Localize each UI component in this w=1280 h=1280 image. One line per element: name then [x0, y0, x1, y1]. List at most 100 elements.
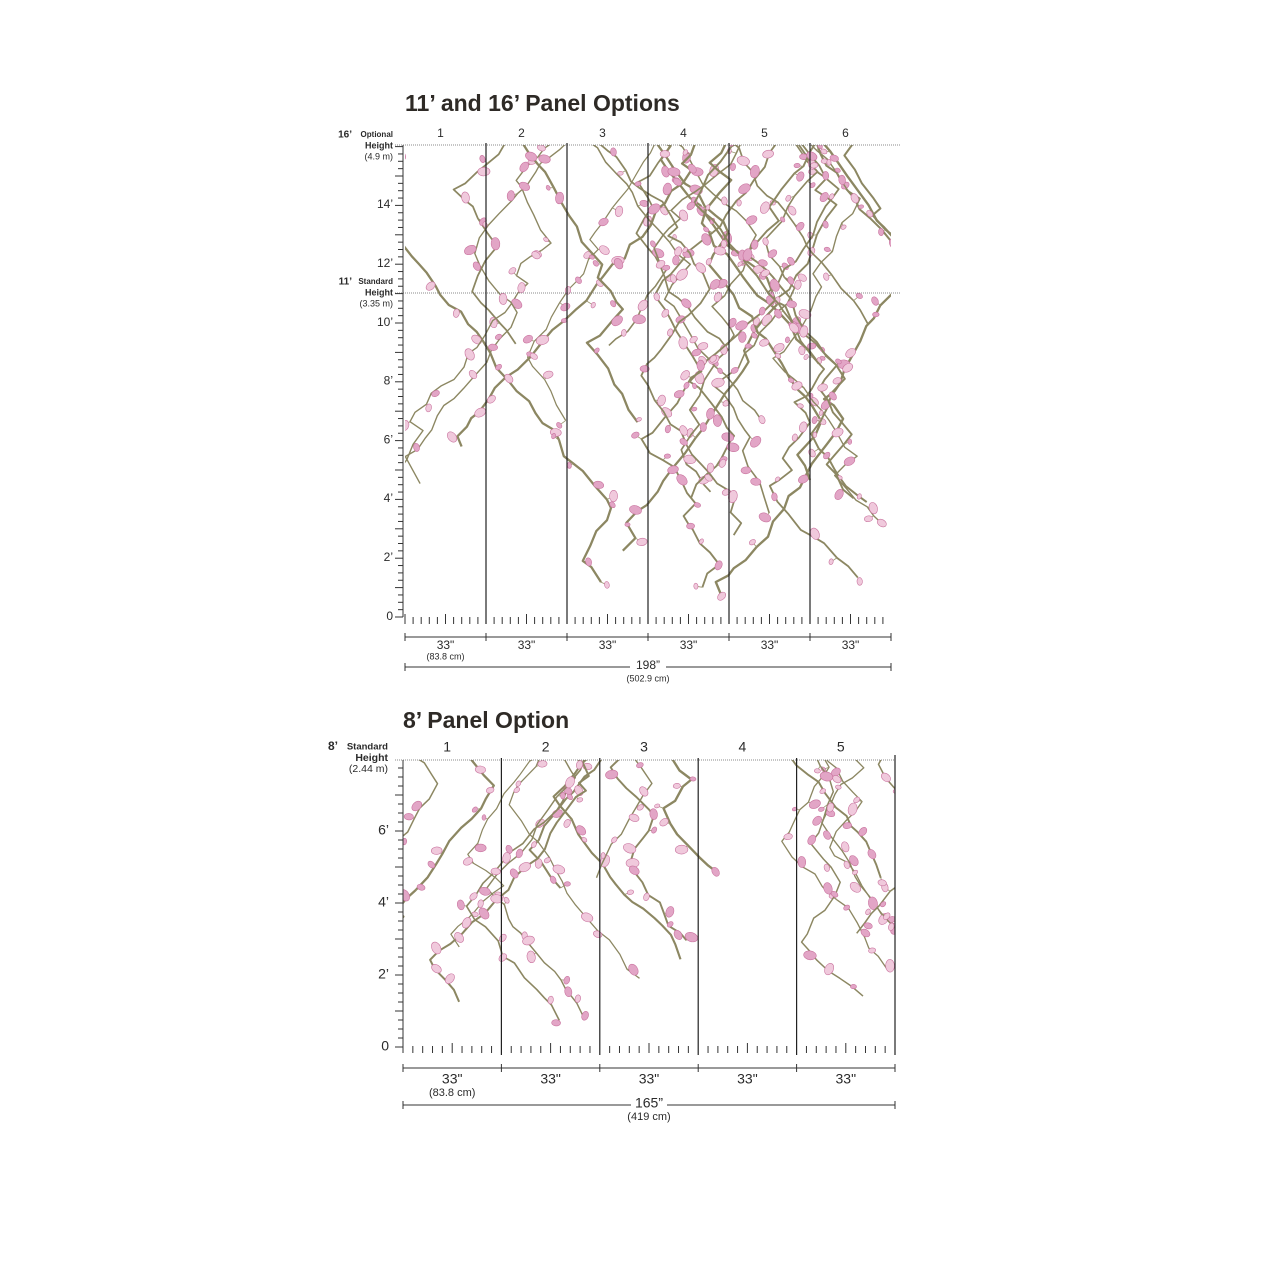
blossom — [820, 148, 828, 155]
blossom — [498, 293, 508, 305]
blossom — [877, 879, 887, 887]
blossom — [759, 338, 770, 347]
blossom — [835, 784, 842, 790]
blossom — [682, 247, 688, 253]
blossom — [639, 786, 649, 797]
blossom — [534, 858, 543, 869]
blossom — [863, 922, 873, 930]
panel-width: 33" — [518, 638, 536, 652]
blossom — [623, 843, 637, 854]
blossom — [819, 355, 826, 361]
blossom — [549, 875, 557, 884]
blossom — [808, 799, 821, 809]
blossom — [721, 488, 731, 496]
blossom — [651, 826, 658, 834]
blossom — [735, 320, 748, 331]
blossom — [560, 318, 568, 323]
blossom — [518, 181, 530, 191]
blossom — [628, 813, 640, 822]
blossom — [786, 300, 797, 309]
blossom — [823, 272, 830, 281]
blossom — [478, 907, 490, 920]
branch — [640, 145, 777, 588]
blossom — [834, 489, 844, 500]
height-tick: 0 — [381, 1038, 389, 1054]
blossom — [537, 145, 546, 152]
blossom — [535, 334, 550, 346]
height-tick: 2’ — [384, 550, 393, 564]
blossom — [822, 220, 829, 229]
blossom — [826, 158, 832, 166]
blossom — [456, 899, 465, 911]
blossom — [828, 558, 834, 565]
blossom — [431, 390, 440, 397]
blossom — [807, 834, 817, 846]
blossom — [563, 881, 571, 887]
blossom — [787, 377, 795, 383]
blossom — [682, 149, 689, 156]
blossom — [631, 431, 640, 439]
blossom — [564, 986, 573, 998]
blossom — [796, 171, 805, 182]
blossom — [812, 431, 818, 438]
blossom — [691, 348, 702, 357]
branch — [843, 145, 891, 236]
blossom — [471, 334, 482, 345]
blossom — [628, 865, 640, 876]
blossom — [856, 493, 862, 500]
blossom — [474, 843, 487, 853]
blossom — [843, 456, 856, 466]
blossom — [798, 345, 806, 356]
blossom — [461, 917, 472, 929]
blossom — [679, 425, 688, 436]
blossom — [537, 760, 548, 768]
height-tick: 0 — [386, 609, 393, 623]
blossom — [609, 490, 618, 503]
height-feet: 16’ — [338, 130, 352, 141]
blossom — [819, 192, 829, 203]
blossom — [812, 815, 822, 826]
blossom — [751, 332, 758, 339]
blossom — [522, 935, 535, 946]
blossom — [823, 882, 833, 895]
blossom — [717, 591, 727, 601]
blossom — [614, 205, 624, 217]
blossom — [829, 154, 839, 162]
blossom — [609, 501, 616, 508]
panel-width-metric: (83.8 cm) — [429, 1087, 475, 1099]
panel-width: 33" — [761, 638, 779, 652]
blossom — [823, 830, 832, 840]
blossom — [774, 352, 782, 359]
blossom — [696, 359, 705, 372]
panel-number: 1 — [437, 126, 444, 140]
blossom — [592, 260, 599, 267]
blossom — [842, 363, 854, 373]
branch — [450, 760, 534, 948]
blossom — [793, 163, 801, 169]
total-width: 198” — [636, 658, 660, 672]
blossom — [824, 963, 835, 976]
blossom — [830, 890, 839, 898]
blossom — [666, 921, 674, 928]
blossom — [822, 171, 830, 181]
blossom — [560, 791, 566, 800]
blossom — [505, 844, 513, 854]
total-width-metric: (419 cm) — [627, 1111, 670, 1123]
blossom — [411, 800, 423, 812]
blossom — [556, 422, 563, 429]
blossom — [714, 560, 723, 571]
blossom — [673, 390, 685, 399]
blossom — [667, 167, 681, 177]
blossom — [849, 855, 859, 867]
blossom — [522, 334, 533, 344]
blossom — [787, 276, 795, 285]
height-tick: 2’ — [378, 966, 389, 982]
blossom — [888, 238, 891, 250]
blossom — [758, 415, 766, 424]
blossom — [738, 331, 747, 343]
blossom — [545, 185, 551, 191]
blossom — [547, 995, 554, 1005]
blossom — [780, 216, 786, 223]
blossom — [753, 316, 760, 326]
